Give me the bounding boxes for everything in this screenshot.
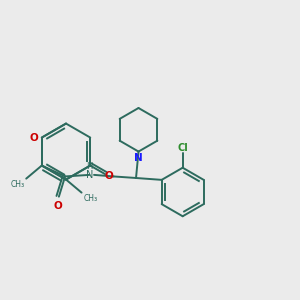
Text: N: N xyxy=(86,170,93,180)
Text: N: N xyxy=(134,153,143,163)
Text: O: O xyxy=(29,133,38,142)
Text: CH₃: CH₃ xyxy=(83,194,98,203)
Text: CH₃: CH₃ xyxy=(10,181,24,190)
Text: O: O xyxy=(105,171,113,182)
Text: Cl: Cl xyxy=(177,143,188,153)
Text: H: H xyxy=(86,162,93,171)
Text: O: O xyxy=(54,201,63,211)
